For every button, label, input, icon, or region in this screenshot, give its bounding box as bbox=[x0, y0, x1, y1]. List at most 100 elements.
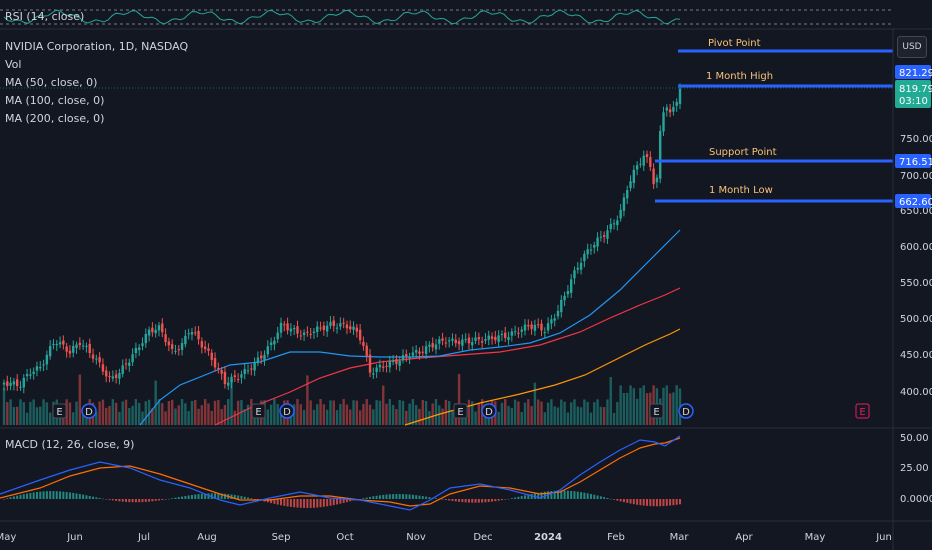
macd-histogram-bar bbox=[68, 492, 71, 499]
candle-body bbox=[474, 337, 477, 341]
earnings-marker[interactable]: E bbox=[649, 403, 664, 419]
macd-pane bbox=[0, 435, 681, 511]
time-axis[interactable]: May Jun Jul Aug Sep Oct Nov Dec 2024 Feb… bbox=[0, 532, 892, 543]
macd-histogram-bar bbox=[589, 493, 592, 499]
currency-button[interactable]: USD bbox=[897, 36, 927, 58]
volume-bar bbox=[672, 392, 675, 425]
earnings-marker[interactable]: E bbox=[251, 403, 266, 419]
candle-body bbox=[428, 344, 431, 347]
dividend-marker[interactable]: D bbox=[678, 403, 694, 419]
volume-bar bbox=[616, 402, 619, 425]
volume-bar bbox=[497, 411, 500, 425]
volume-bar bbox=[635, 398, 639, 425]
macd-histogram-bar bbox=[296, 499, 299, 508]
volume-bar bbox=[316, 404, 319, 425]
candle-body bbox=[25, 373, 29, 377]
volume-legend[interactable]: Vol bbox=[5, 58, 22, 71]
earnings-marker[interactable]: E bbox=[453, 403, 468, 419]
macd-tick: 0.0000 bbox=[900, 494, 932, 505]
macd-histogram-bar bbox=[339, 499, 342, 504]
volume-bar bbox=[250, 399, 253, 425]
macd-histogram-bar bbox=[524, 495, 527, 499]
candle-body bbox=[642, 155, 645, 166]
time-tick-year: 2024 bbox=[534, 532, 562, 543]
macd-histogram-bar bbox=[669, 499, 672, 506]
volume-bar bbox=[111, 399, 115, 425]
volume-bar bbox=[81, 407, 85, 425]
candle-body bbox=[527, 325, 530, 327]
candle-body bbox=[401, 355, 405, 361]
macd-histogram-bar bbox=[32, 492, 35, 499]
ma200-legend[interactable]: MA (200, close, 0) bbox=[5, 112, 105, 125]
macd-histogram-bar bbox=[349, 499, 352, 502]
volume-bar bbox=[75, 401, 78, 425]
macd-histogram-bar bbox=[125, 499, 128, 502]
candle-body bbox=[649, 157, 652, 168]
volume-bar bbox=[398, 400, 401, 425]
earnings-marker[interactable]: E bbox=[52, 403, 67, 419]
macd-histogram-bar bbox=[101, 498, 104, 500]
time-tick: Dec bbox=[473, 532, 492, 543]
rsi-legend[interactable]: RSI (14, close) bbox=[5, 10, 85, 23]
macd-histogram-bar bbox=[507, 498, 510, 500]
candle-body bbox=[167, 341, 171, 346]
volume-bar bbox=[388, 399, 392, 425]
volume-bar bbox=[431, 403, 434, 425]
macd-histogram-bar bbox=[570, 490, 573, 499]
symbol-legend[interactable]: NVIDIA Corporation, 1D, NASDAQ bbox=[5, 40, 189, 53]
candle-body bbox=[447, 340, 451, 342]
event-markers[interactable]: E D E D E D E D E bbox=[52, 403, 870, 419]
level-lines[interactable]: Pivot Point 1 Month High Support Point 1… bbox=[655, 38, 893, 203]
pivot-point-label: Pivot Point bbox=[708, 38, 761, 49]
volume-bar bbox=[147, 399, 151, 425]
candle-body bbox=[546, 323, 550, 331]
candle-body bbox=[487, 335, 490, 340]
ma50-legend[interactable]: MA (50, close, 0) bbox=[5, 76, 98, 89]
dividend-marker[interactable]: D bbox=[279, 403, 295, 419]
ma100-legend[interactable]: MA (100, close, 0) bbox=[5, 94, 105, 107]
volume-bar bbox=[411, 399, 415, 425]
volume-bar bbox=[352, 400, 355, 425]
candle-body bbox=[540, 323, 543, 331]
price-axis[interactable]: 750.00 700.00 650.00 600.00 550.00 500.0… bbox=[895, 65, 932, 505]
upcoming-earnings-marker[interactable]: E bbox=[855, 403, 870, 419]
macd-histogram-bar bbox=[214, 493, 217, 499]
volume-bar bbox=[322, 404, 326, 425]
volume-bar bbox=[48, 412, 52, 425]
candle-body bbox=[98, 357, 101, 363]
macd-histogram-bar bbox=[573, 491, 576, 499]
macd-histogram-bar bbox=[665, 499, 668, 506]
macd-histogram-bar bbox=[415, 495, 418, 499]
macd-histogram-bar bbox=[332, 499, 335, 506]
volume-bar bbox=[606, 399, 609, 425]
candle-body bbox=[438, 339, 441, 344]
candle-body bbox=[194, 332, 197, 334]
dividend-marker[interactable]: D bbox=[481, 403, 497, 419]
candle-body bbox=[490, 336, 494, 339]
candle-body bbox=[335, 327, 339, 329]
volume-bar bbox=[154, 380, 157, 425]
macd-histogram-bar bbox=[626, 499, 629, 503]
dividend-marker[interactable]: D bbox=[81, 403, 97, 419]
volume-bar bbox=[223, 404, 227, 425]
candle-body bbox=[55, 344, 58, 346]
volume-bar bbox=[114, 402, 118, 425]
volume-bar bbox=[619, 385, 622, 425]
candle-body bbox=[260, 355, 263, 359]
volume-bar bbox=[177, 405, 180, 425]
svg-text:03:10: 03:10 bbox=[899, 96, 928, 107]
macd-histogram-bar bbox=[329, 499, 332, 506]
macd-histogram-bar bbox=[560, 490, 563, 499]
macd-histogram-bar bbox=[319, 499, 322, 508]
macd-histogram-bar bbox=[45, 491, 48, 499]
macd-histogram-bar bbox=[537, 492, 540, 499]
volume-bar bbox=[622, 392, 626, 425]
volume-bar bbox=[213, 400, 217, 425]
candle-body bbox=[626, 190, 629, 199]
macd-legend[interactable]: MACD (12, 26, close, 9) bbox=[5, 438, 135, 451]
macd-histogram-bar bbox=[563, 490, 566, 499]
volume-bar bbox=[368, 404, 372, 425]
macd-histogram-bar bbox=[395, 494, 398, 499]
candle-body bbox=[289, 328, 293, 332]
